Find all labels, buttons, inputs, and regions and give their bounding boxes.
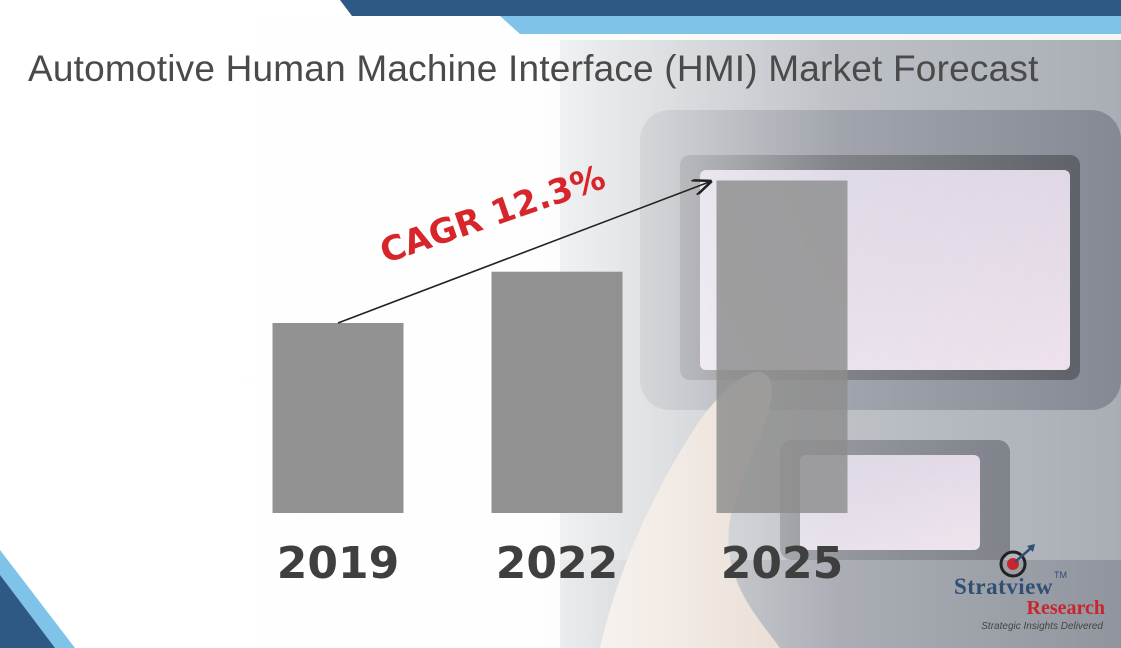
chart-title: Automotive Human Machine Interface (HMI)… (28, 48, 1039, 89)
logo-name-stratview: Stratview (953, 574, 1053, 599)
cagr-arrow (337, 182, 711, 324)
stratview-logo: Stratview TM Research Strategic Insights… (915, 544, 1105, 634)
bar-2022 (491, 271, 623, 513)
x-tick-label-2022: 2022 (496, 538, 618, 589)
top-band-light (500, 16, 1121, 34)
corner-dark (0, 575, 55, 648)
top-band-dark (340, 0, 1121, 16)
x-tick-label-2019: 2019 (277, 538, 399, 589)
logo-tagline: Strategic Insights Delivered (981, 621, 1103, 632)
bar-2019 (272, 323, 404, 513)
bar-2025 (716, 180, 848, 513)
logo-trademark: TM (1054, 570, 1067, 580)
target-icon (999, 544, 1035, 578)
logo-name-research: Research (1026, 597, 1106, 619)
top-band-white (0, 0, 352, 16)
x-tick-label-2025: 2025 (721, 538, 843, 589)
